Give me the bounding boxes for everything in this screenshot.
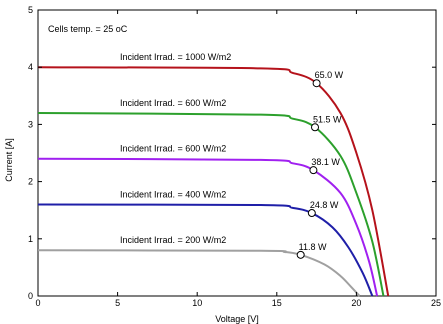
mpp-marker: [311, 123, 320, 132]
y-tick-label: 4: [28, 62, 33, 72]
x-tick-label: 25: [431, 298, 441, 308]
series-label: Incident Irrad. = 1000 W/m2: [120, 52, 231, 62]
x-tick-label: 20: [351, 298, 361, 308]
series-label: Incident Irrad. = 600 W/m2: [120, 98, 226, 108]
mpp-marker: [309, 166, 318, 175]
x-tick-label: 0: [35, 298, 40, 308]
mpp-marker: [307, 209, 316, 218]
mpp-label: 24.8 W: [310, 200, 339, 210]
x-tick-label: 5: [115, 298, 120, 308]
series-label: Incident Irrad. = 200 W/m2: [120, 235, 226, 245]
y-axis-title: Current [A]: [4, 138, 14, 182]
annotation-text: Cells temp. = 25 oC: [48, 24, 128, 34]
y-tick-label: 0: [28, 291, 33, 301]
series-label: Incident Irrad. = 400 W/m2: [120, 189, 226, 199]
mpp-marker: [296, 250, 305, 259]
y-tick-label: 1: [28, 234, 33, 244]
mpp-label: 65.0 W: [315, 70, 344, 80]
mpp-label: 51.5 W: [313, 114, 342, 124]
series-label: Incident Irrad. = 600 W/m2: [120, 144, 226, 154]
y-tick-label: 3: [28, 119, 33, 129]
x-tick-label: 15: [272, 298, 282, 308]
mpp-marker: [312, 79, 321, 88]
y-tick-label: 2: [28, 177, 33, 187]
mpp-label: 11.8 W: [299, 242, 327, 252]
y-tick-label: 5: [28, 5, 33, 15]
mpp-label: 38.1 W: [311, 157, 340, 167]
plot-area: [37, 9, 437, 297]
x-axis-title: Voltage [V]: [215, 314, 259, 324]
series-line: [37, 66, 390, 297]
x-tick-label: 10: [192, 298, 202, 308]
